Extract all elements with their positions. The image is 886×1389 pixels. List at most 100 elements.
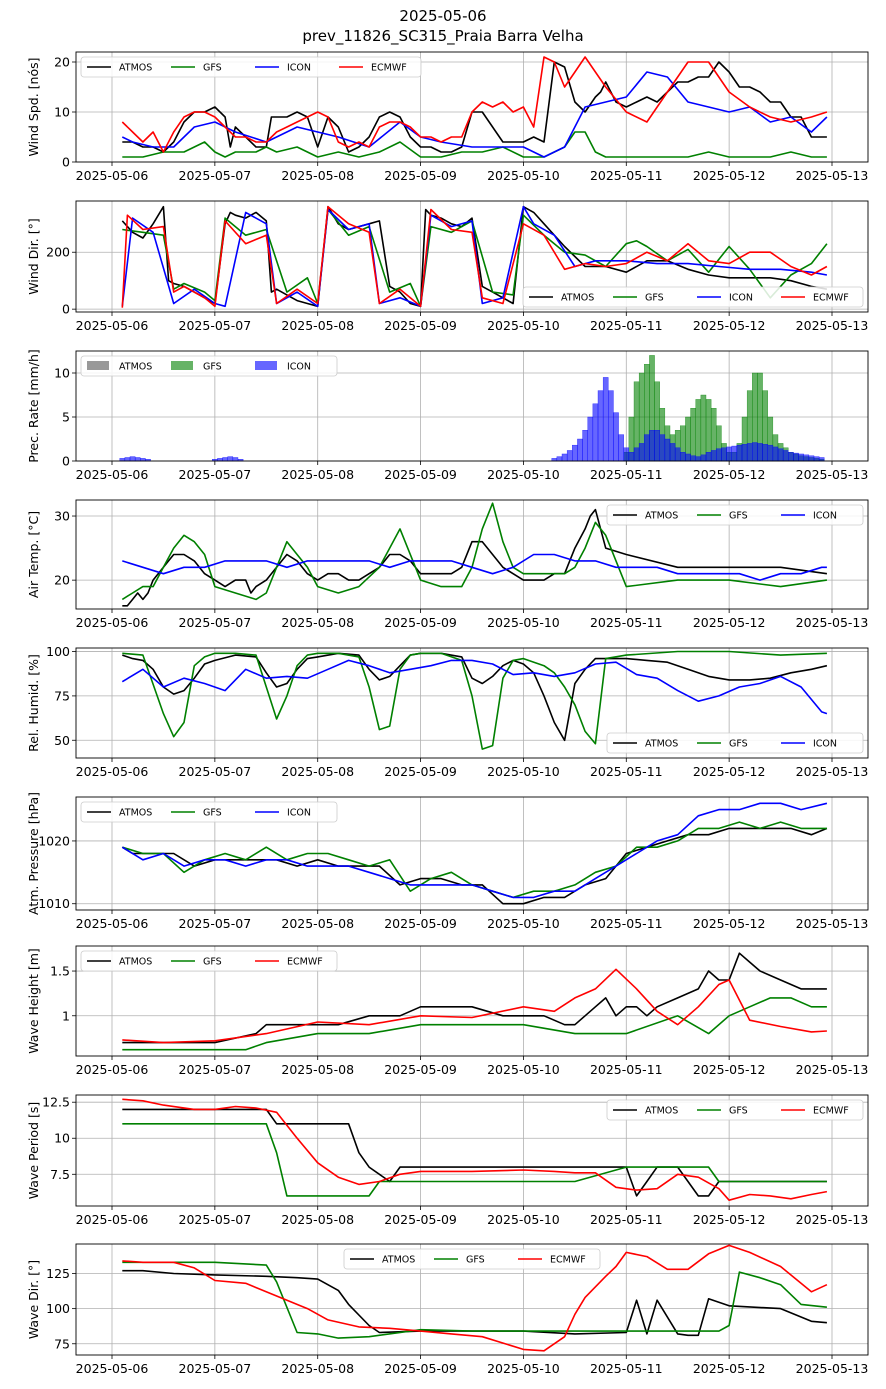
y-tick-label: 1.5 (50, 964, 70, 979)
x-tick-label: 2025-05-07 (179, 1062, 252, 1077)
x-tick-label: 2025-05-12 (693, 916, 766, 931)
x-tick-label: 2025-05-10 (487, 1062, 560, 1077)
legend-label-icon: ICON (287, 63, 311, 74)
bar-icon (788, 452, 794, 462)
series-line-gfs (122, 997, 827, 1051)
bar-icon (628, 452, 635, 462)
legend-label-atmos: ATMOS (382, 1255, 415, 1266)
legend-label-icon: ICON (813, 511, 837, 522)
y-axis-label: Rel. Humid. [%] (26, 654, 41, 752)
y-axis-label: Atm. Pressure [hPa] (26, 792, 41, 915)
series-line-ecmwf (122, 1098, 828, 1201)
legend-label-gfs: GFS (203, 63, 222, 74)
legend-label-ecmwf: ECMWF (813, 1106, 849, 1117)
plot-frame (75, 1094, 869, 1207)
chart-title-block: 2025-05-06 prev_11826_SC315_Praia Barra … (0, 6, 886, 46)
bar-icon (638, 443, 645, 462)
plot-frame (75, 350, 869, 462)
y-tick-label: 0 (62, 454, 70, 469)
y-axis-label: Prec. Rate [mm/h] (26, 349, 41, 463)
x-tick-label: 2025-05-09 (384, 916, 457, 931)
series-line-gfs (122, 1123, 827, 1197)
plot-frame (75, 647, 869, 759)
bar-icon (705, 452, 712, 462)
x-tick-label: 2025-05-12 (693, 318, 766, 333)
x-tick-label: 2025-05-13 (796, 318, 869, 333)
legend-label-atmos: ATMOS (645, 511, 678, 522)
x-tick-label: 2025-05-08 (281, 168, 354, 183)
legend-box (80, 950, 338, 972)
y-tick-label: 20 (54, 573, 70, 588)
x-tick-label: 2025-05-12 (693, 1361, 766, 1376)
x-tick-label: 2025-05-11 (590, 1361, 663, 1376)
bar-icon (124, 457, 131, 462)
x-tick-label: 2025-05-08 (281, 764, 354, 779)
legend-label-gfs: GFS (729, 511, 748, 522)
series-line-icon (122, 553, 827, 581)
series-line-ecmwf (121, 56, 828, 153)
bar-icon (808, 455, 815, 462)
legend: ATMOS GFS ICON (606, 504, 864, 526)
bar-icon (716, 448, 722, 462)
bar-icon (222, 457, 228, 462)
y-tick-label: 1010 (38, 896, 70, 911)
panel-7: 2025-05-06 2025-05-07 2025-05-08 2025-05-09… (26, 945, 869, 1077)
x-tick-label: 2025-05-07 (179, 168, 252, 183)
x-tick-label: 2025-05-11 (590, 467, 663, 482)
bar-icon (572, 444, 578, 462)
y-tick-label: 12.5 (42, 1095, 70, 1110)
bar-icon (644, 434, 650, 462)
series-line-atmos (122, 508, 828, 607)
panel-1: 2025-05-06 2025-05-07 2025-05-08 2025-05-09… (26, 51, 869, 183)
panel-5: 2025-05-06 2025-05-07 2025-05-08 2025-05-09… (26, 644, 869, 779)
series-line-ecmwf (122, 968, 827, 1044)
bar-icon (685, 453, 691, 462)
bar-icon (597, 390, 604, 462)
legend-label-gfs: GFS (729, 739, 748, 750)
series-line-ecmwf (121, 205, 828, 308)
bar-icon (566, 450, 573, 462)
bar-icon (721, 447, 727, 462)
legend-swatch-icon (255, 361, 277, 370)
y-tick-label: 5 (62, 410, 70, 425)
legend: ATMOS GFS ICON (606, 732, 864, 754)
x-tick-label: 2025-05-09 (384, 1062, 457, 1077)
legend: ATMOS GFS ICON (80, 801, 338, 823)
x-tick-label: 2025-05-08 (281, 1212, 354, 1227)
y-axis-label: Wave Period [s] (26, 1102, 41, 1200)
x-tick-label: 2025-05-11 (590, 168, 663, 183)
legend-label-ecmwf: ECMWF (813, 293, 849, 304)
x-tick-label: 2025-05-08 (281, 467, 354, 482)
series-line-icon (121, 802, 828, 899)
y-tick-label: 50 (54, 733, 70, 748)
series-line-atmos (122, 652, 828, 742)
chart-subtitle: prev_11826_SC315_Praia Barra Velha (302, 27, 584, 45)
y-axis-label: Wind Spd. [nós] (26, 58, 41, 157)
x-tick-label: 2025-05-13 (796, 1361, 869, 1376)
bar-icon (129, 456, 136, 462)
x-tick-label: 2025-05-06 (76, 1062, 149, 1077)
y-tick-label: 10 (54, 1131, 70, 1146)
x-tick-label: 2025-05-06 (76, 764, 149, 779)
x-tick-label: 2025-05-09 (384, 615, 457, 630)
bar-icon (813, 456, 820, 462)
bar-icon (818, 457, 825, 462)
bar-icon (798, 453, 804, 462)
panel-3: 2025-05-06 2025-05-07 2025-05-08 2025-05-09… (26, 349, 869, 482)
bar-icon (582, 430, 588, 462)
y-tick-label: 1 (62, 1008, 70, 1023)
x-tick-label: 2025-05-11 (590, 318, 663, 333)
x-tick-label: 2025-05-09 (384, 467, 457, 482)
y-axis-label: Air Temp. [°C] (26, 511, 41, 598)
x-tick-label: 2025-05-13 (796, 1212, 869, 1227)
bar-icon (674, 447, 681, 462)
panel-2: 2025-05-06 2025-05-07 2025-05-08 2025-05-09… (26, 200, 869, 333)
plot-frame (75, 796, 869, 911)
bar-gfs (690, 408, 696, 462)
legend-label-gfs: GFS (203, 957, 222, 968)
series-line-ecmwf (122, 1244, 828, 1352)
x-tick-label: 2025-05-11 (590, 764, 663, 779)
x-tick-label: 2025-05-08 (281, 318, 354, 333)
panel-4: 2025-05-06 2025-05-07 2025-05-08 2025-05-09… (26, 499, 869, 630)
plot-frame (75, 200, 869, 313)
